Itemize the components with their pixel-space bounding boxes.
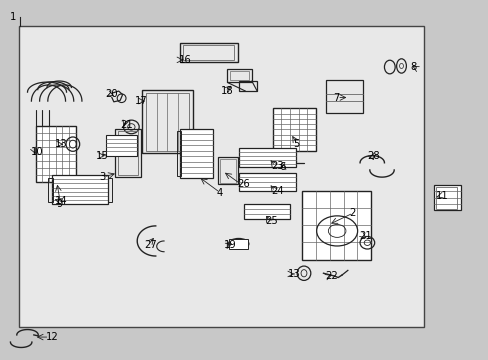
Bar (19, 26, 423, 327)
Text: 2: 2 (348, 208, 355, 218)
Text: 25: 25 (264, 216, 277, 226)
Text: 3: 3 (99, 172, 105, 182)
Text: 12: 12 (45, 332, 58, 342)
Text: 27: 27 (144, 239, 157, 249)
Bar (220, 159, 235, 183)
Text: 7: 7 (332, 93, 339, 103)
Bar (180, 43, 237, 62)
Bar (272, 108, 315, 150)
Bar (52, 175, 108, 204)
Bar (146, 93, 188, 150)
Text: 13: 13 (55, 139, 68, 149)
Text: 19: 19 (224, 240, 236, 250)
Text: 26: 26 (237, 179, 249, 189)
Text: 18: 18 (221, 86, 233, 96)
Bar (243, 204, 289, 219)
Bar (435, 187, 456, 209)
Bar (105, 135, 137, 156)
Text: 21: 21 (358, 231, 371, 240)
Text: 1: 1 (9, 12, 16, 22)
Bar (36, 126, 76, 182)
Bar (238, 148, 296, 167)
Bar (217, 157, 238, 184)
Text: 14: 14 (55, 196, 68, 206)
Text: 10: 10 (31, 147, 43, 157)
Bar (183, 45, 234, 59)
Bar (115, 129, 141, 177)
Bar (177, 131, 181, 176)
Text: 11: 11 (435, 191, 447, 201)
Bar (238, 81, 257, 91)
Bar (229, 71, 249, 80)
Text: 8: 8 (409, 62, 416, 72)
Text: 22: 22 (325, 271, 337, 281)
Bar (228, 239, 248, 249)
Text: 28: 28 (366, 150, 379, 161)
Bar (48, 178, 53, 202)
Text: 13: 13 (287, 269, 300, 279)
Text: 15: 15 (96, 150, 108, 161)
Bar (302, 191, 370, 260)
Bar (108, 178, 112, 202)
Text: 6: 6 (279, 162, 285, 172)
Text: 21: 21 (120, 121, 133, 130)
Text: 16: 16 (178, 55, 191, 65)
Text: 24: 24 (271, 186, 284, 197)
Text: 9: 9 (57, 199, 63, 210)
Text: 23: 23 (271, 161, 284, 171)
Bar (227, 69, 251, 82)
Text: 4: 4 (216, 188, 222, 198)
Text: 5: 5 (293, 139, 299, 149)
Text: 17: 17 (135, 96, 147, 106)
Bar (180, 129, 213, 178)
Bar (118, 131, 138, 175)
Bar (238, 173, 296, 192)
Bar (433, 185, 460, 211)
Bar (326, 80, 362, 113)
Text: 20: 20 (105, 89, 118, 99)
Bar (142, 90, 193, 153)
